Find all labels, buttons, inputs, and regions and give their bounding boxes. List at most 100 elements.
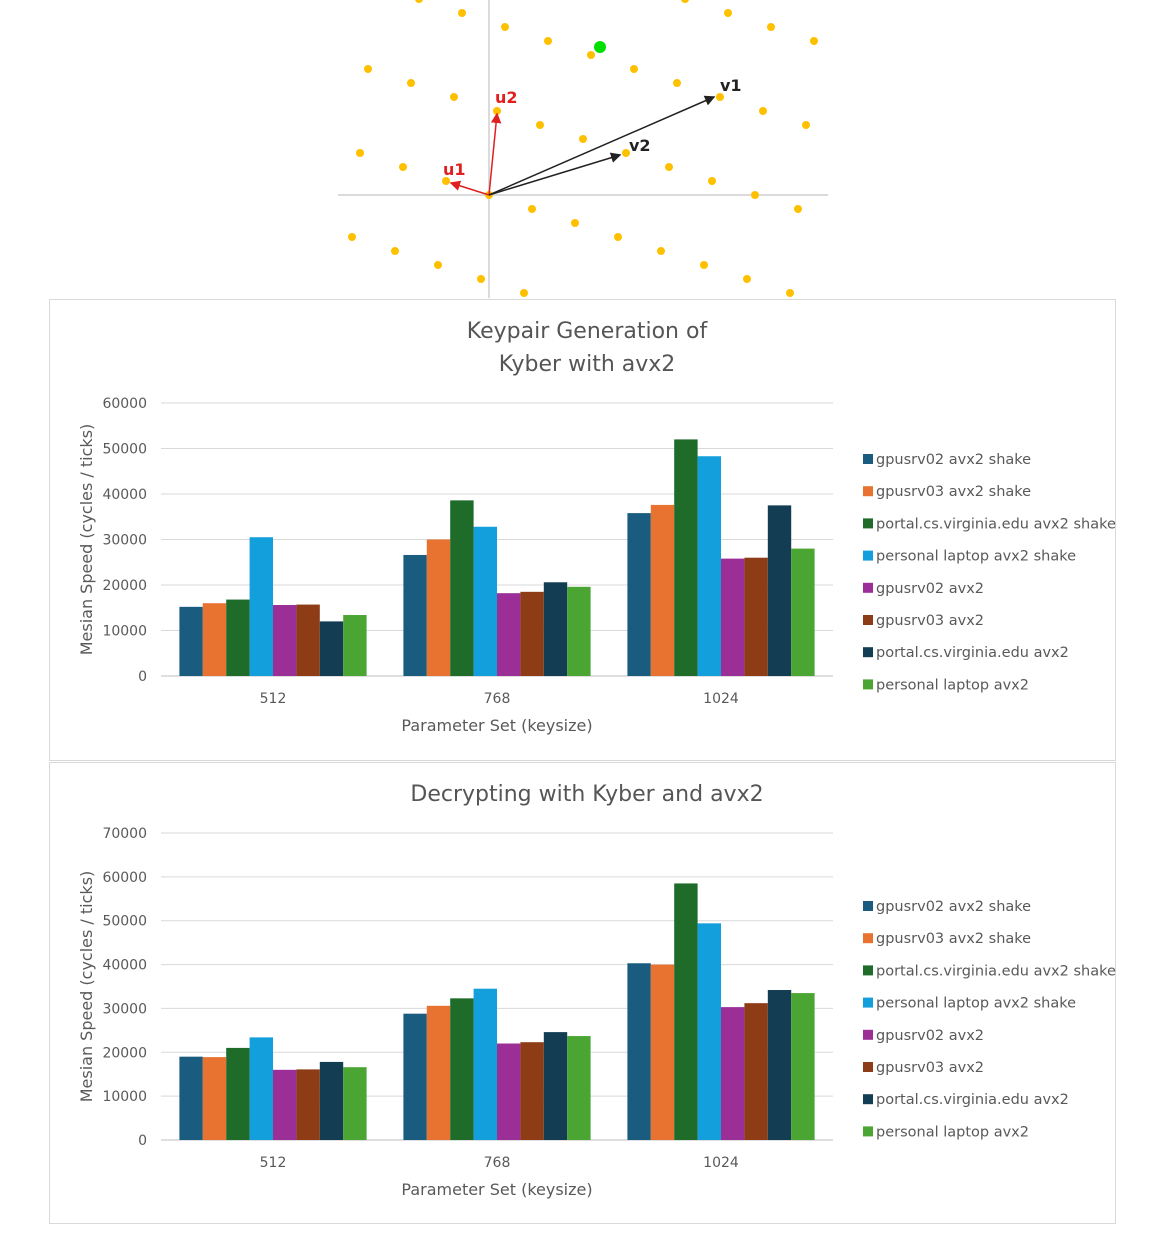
legend-label: personal laptop avx2 shake: [876, 549, 1076, 565]
legend-label: personal laptop avx2 shake: [876, 996, 1076, 1012]
decrypting-chart: Decrypting with Kyber and avx2 0 10000 2000…: [49, 762, 1116, 1224]
legend-label: gpusrv02 avx2: [876, 581, 984, 597]
x-tick-label: 512: [260, 1155, 287, 1171]
bar: [226, 599, 250, 676]
bar: [721, 1007, 745, 1140]
lattice-point: [477, 275, 485, 283]
bar: [674, 439, 698, 676]
legend-label: gpusrv03 avx2 shake: [876, 931, 1031, 947]
lattice-point: [520, 289, 528, 297]
bar: [627, 513, 651, 676]
chart-title: Kyber with avx2: [499, 352, 676, 377]
lattice-point: [810, 37, 818, 45]
bar: [426, 539, 451, 676]
bar: [179, 1056, 203, 1140]
lattice-point: [415, 0, 423, 3]
bar: [697, 456, 721, 676]
legend-swatch: [863, 518, 873, 529]
y-tick-label: 10000: [102, 1089, 147, 1105]
lattice-highlight-point: [594, 41, 606, 53]
y-tick-label: 40000: [102, 487, 147, 503]
lattice-point: [536, 121, 544, 129]
x-tick-label: 768: [484, 691, 511, 707]
bar: [249, 537, 273, 676]
keypair-generation-chart: Keypair Generation of Kyber with avx2 0 100…: [49, 299, 1116, 761]
lattice-point: [751, 191, 759, 199]
legend-label: portal.cs.virginia.edu avx2: [876, 645, 1069, 661]
legend-label: gpusrv02 avx2 shake: [876, 899, 1031, 915]
bar: [319, 621, 344, 676]
lattice-point: [442, 177, 450, 185]
y-tick-label: 30000: [102, 533, 147, 549]
chart-title: Decrypting with Kyber and avx2: [410, 782, 763, 807]
bar: [296, 1069, 320, 1140]
legend-swatch: [863, 933, 873, 944]
v2-label: v2: [629, 136, 651, 155]
u1-label: u1: [443, 160, 466, 179]
y-axis-label: Mesian Speed (cycles / ticks): [77, 424, 96, 656]
legend-swatch: [863, 901, 873, 911]
bar: [450, 998, 474, 1140]
bar: [744, 557, 768, 676]
legend-label: portal.cs.virginia.edu avx2 shake: [876, 516, 1116, 532]
bar: [791, 993, 815, 1140]
bar: [273, 605, 297, 676]
lattice-point: [622, 149, 630, 157]
legend-swatch: [863, 679, 873, 690]
legend-label: personal laptop avx2: [876, 677, 1029, 693]
bar: [450, 500, 474, 676]
bar: [473, 526, 497, 676]
y-axis-label: Mesian Speed (cycles / ticks): [77, 871, 96, 1103]
lattice-point: [681, 0, 689, 3]
lattice-point: [743, 275, 751, 283]
bar: [744, 1003, 768, 1140]
decrypting-chart-svg: Decrypting with Kyber and avx2 0 10000 2000…: [77, 782, 1116, 1199]
bar: [543, 1032, 568, 1140]
y-tick-label: 20000: [102, 578, 147, 594]
bar: [296, 604, 320, 676]
legend-swatch: [863, 1029, 873, 1040]
legend-label: personal laptop avx2: [876, 1124, 1029, 1140]
lattice-point: [571, 219, 579, 227]
bar: [403, 1013, 427, 1140]
legend-swatch: [863, 615, 873, 625]
bar: [273, 1069, 297, 1140]
legend-swatch: [863, 965, 873, 976]
bar: [497, 593, 521, 676]
lattice-point: [786, 289, 794, 297]
lattice-point: [802, 121, 810, 129]
legend-swatch: [863, 1094, 873, 1105]
y-tick-label: 50000: [102, 442, 147, 458]
y-tick-label: 50000: [102, 914, 147, 930]
bar: [543, 582, 568, 676]
bar: [426, 1005, 451, 1140]
x-tick-label: 768: [484, 1155, 511, 1171]
bar: [497, 1043, 521, 1140]
lattice-point: [544, 37, 552, 45]
legend-swatch: [863, 454, 873, 464]
lattice-point: [794, 205, 802, 213]
y-tick-label: 40000: [102, 958, 147, 974]
lattice-point: [434, 261, 442, 269]
lattice-point: [407, 79, 415, 87]
bar: [226, 1047, 250, 1140]
bar: [567, 1036, 591, 1140]
bar: [791, 548, 815, 676]
lattice-point: [700, 261, 708, 269]
legend-label: gpusrv02 avx2: [876, 1028, 984, 1044]
bar: [650, 504, 675, 676]
legend-swatch: [863, 1126, 873, 1137]
x-tick-label: 512: [260, 691, 287, 707]
lattice-point: [501, 23, 509, 31]
bar: [650, 964, 675, 1140]
bar: [179, 606, 203, 676]
u2-label: u2: [495, 88, 518, 107]
lattice-point: [673, 79, 681, 87]
bar: [249, 1037, 273, 1140]
lattice-point: [665, 163, 673, 171]
lattice-point: [579, 135, 587, 143]
lattice-point: [458, 9, 466, 17]
legend-swatch: [863, 997, 873, 1008]
bar: [721, 558, 745, 676]
chart-title: Keypair Generation of: [467, 319, 709, 344]
